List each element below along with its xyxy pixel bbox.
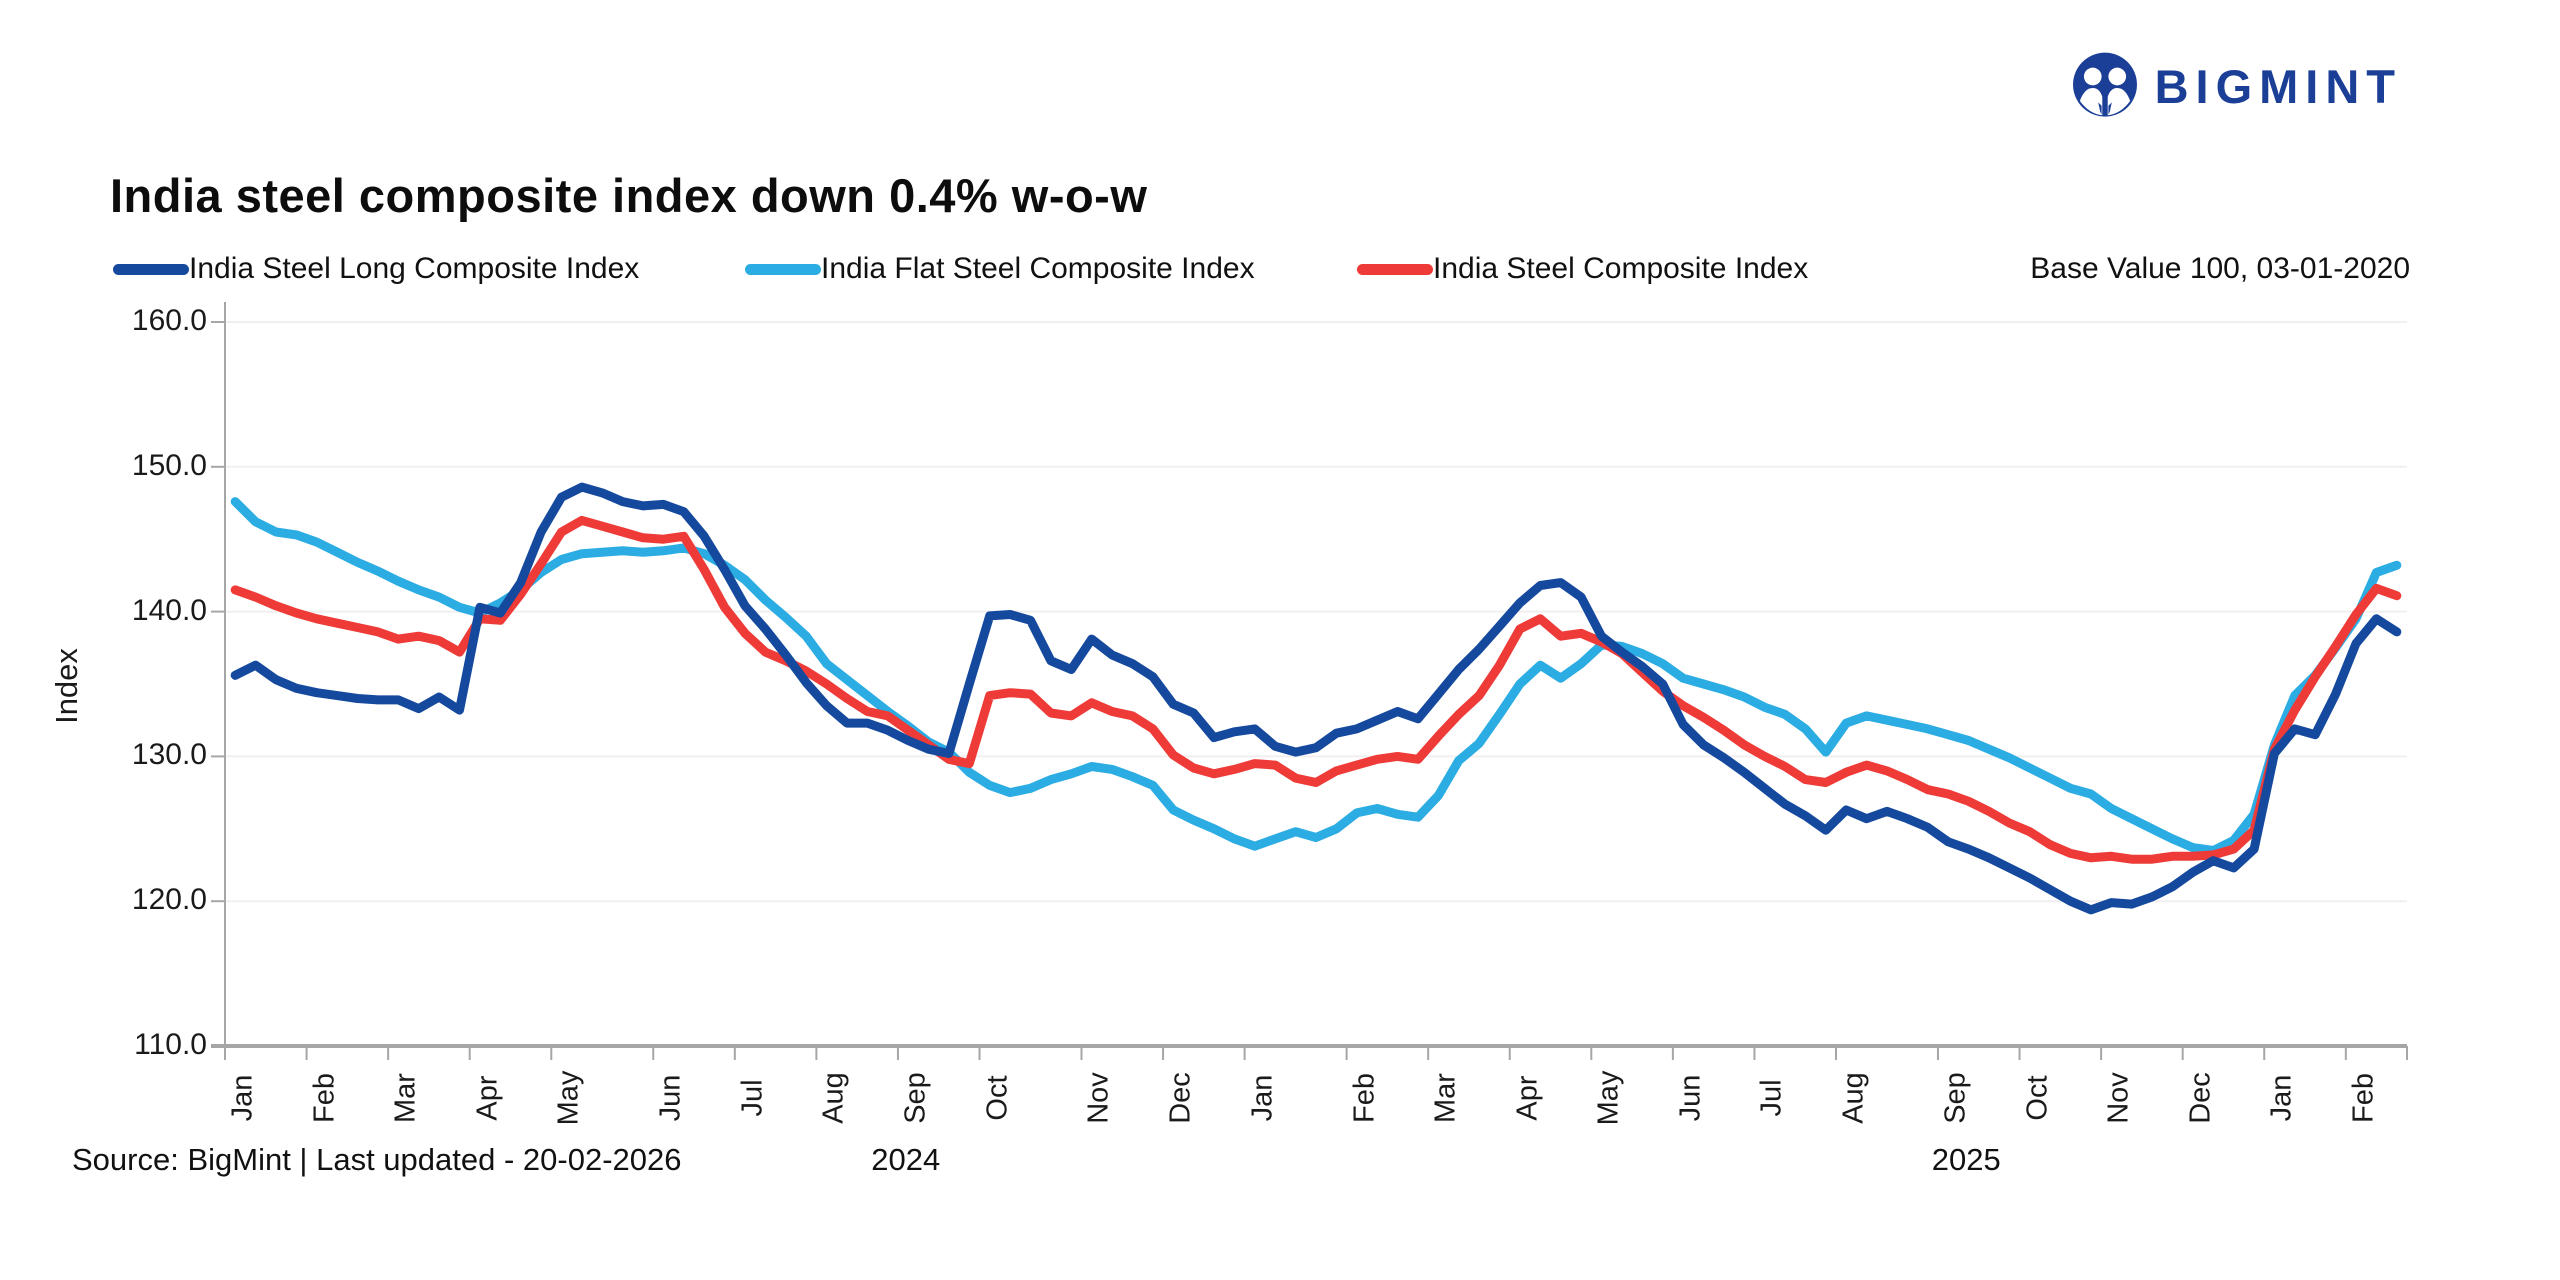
legend-item-long: India Steel Long Composite Index [113,252,639,286]
x-tick-label-month: Sep [1939,1072,1972,1124]
x-tick-label-month: Jul [1755,1079,1788,1117]
x-tick-label-month: Jun [1674,1074,1707,1122]
y-tick-label: 140.0 [131,593,207,627]
x-tick-label-month: Jan [226,1074,259,1122]
x-tick-label-month: Jan [1246,1074,1279,1122]
legend-swatch-long [113,263,189,275]
legend-item-flat: India Flat Steel Composite Index [745,252,1255,286]
y-tick-label: 120.0 [131,883,207,917]
legend-label-long: India Steel Long Composite Index [189,252,640,285]
x-tick-label-month: Apr [471,1075,504,1121]
x-tick-label-month: Feb [2347,1073,2380,1123]
chart-title: India steel composite index down 0.4% w-… [110,169,1148,222]
bigmint-logo-icon [2071,52,2139,120]
x-year-label: 2025 [1931,1142,2001,1177]
legend-label-composite: India Steel Composite Index [1433,252,1809,285]
x-tick-label-month: Nov [2102,1072,2135,1124]
legend-item-composite: India Steel Composite Index [1357,252,1808,286]
x-tick-label-month: Aug [817,1072,850,1124]
y-tick-label: 150.0 [131,448,207,482]
x-tick-label-month: Oct [2021,1075,2054,1121]
x-tick-label-month: Sep [899,1072,932,1124]
y-tick-label: 160.0 [131,304,207,337]
x-tick-label-month: Jul [736,1079,769,1117]
legend-label-flat: India Flat Steel Composite Index [821,252,1255,285]
x-tick-label-month: Jan [2265,1074,2298,1122]
x-tick-label-month: Mar [389,1073,422,1123]
legend-swatch-flat [745,263,821,275]
series-line-flat [230,497,2402,855]
x-tick-label-month: Feb [308,1073,341,1123]
x-tick-label-month: Dec [1164,1072,1197,1124]
y-tick-label: 110.0 [134,1028,207,1061]
x-tick-label-month: May [1592,1070,1625,1126]
x-tick-label-month: Dec [2184,1072,2217,1124]
x-tick-label-month: Aug [1837,1072,1870,1124]
source-note: Source: BigMint | Last updated - 20-02-2… [72,1142,682,1177]
x-tick-label-month: May [552,1070,585,1126]
x-tick-label-month: Apr [1511,1075,1544,1121]
base-value-note: Base Value 100, 03-01-2020 [2030,252,2410,285]
x-tick-label-month: Oct [981,1075,1014,1121]
x-tick-label-month: Mar [1429,1073,1462,1123]
x-year-label: 2024 [871,1142,941,1177]
y-tick-label: 130.0 [131,738,207,772]
x-tick-label-month: Jun [654,1074,687,1122]
x-tick-label-month: Nov [1082,1072,1115,1124]
x-tick-label-month: Feb [1348,1073,1381,1123]
series-line-long [230,482,2402,915]
legend-swatch-composite [1357,263,1433,275]
series-line-composite [230,515,2402,864]
bigmint-logo: BIGMINT [2071,52,2402,120]
bigmint-logo-text: BIGMINT [2154,59,2402,113]
